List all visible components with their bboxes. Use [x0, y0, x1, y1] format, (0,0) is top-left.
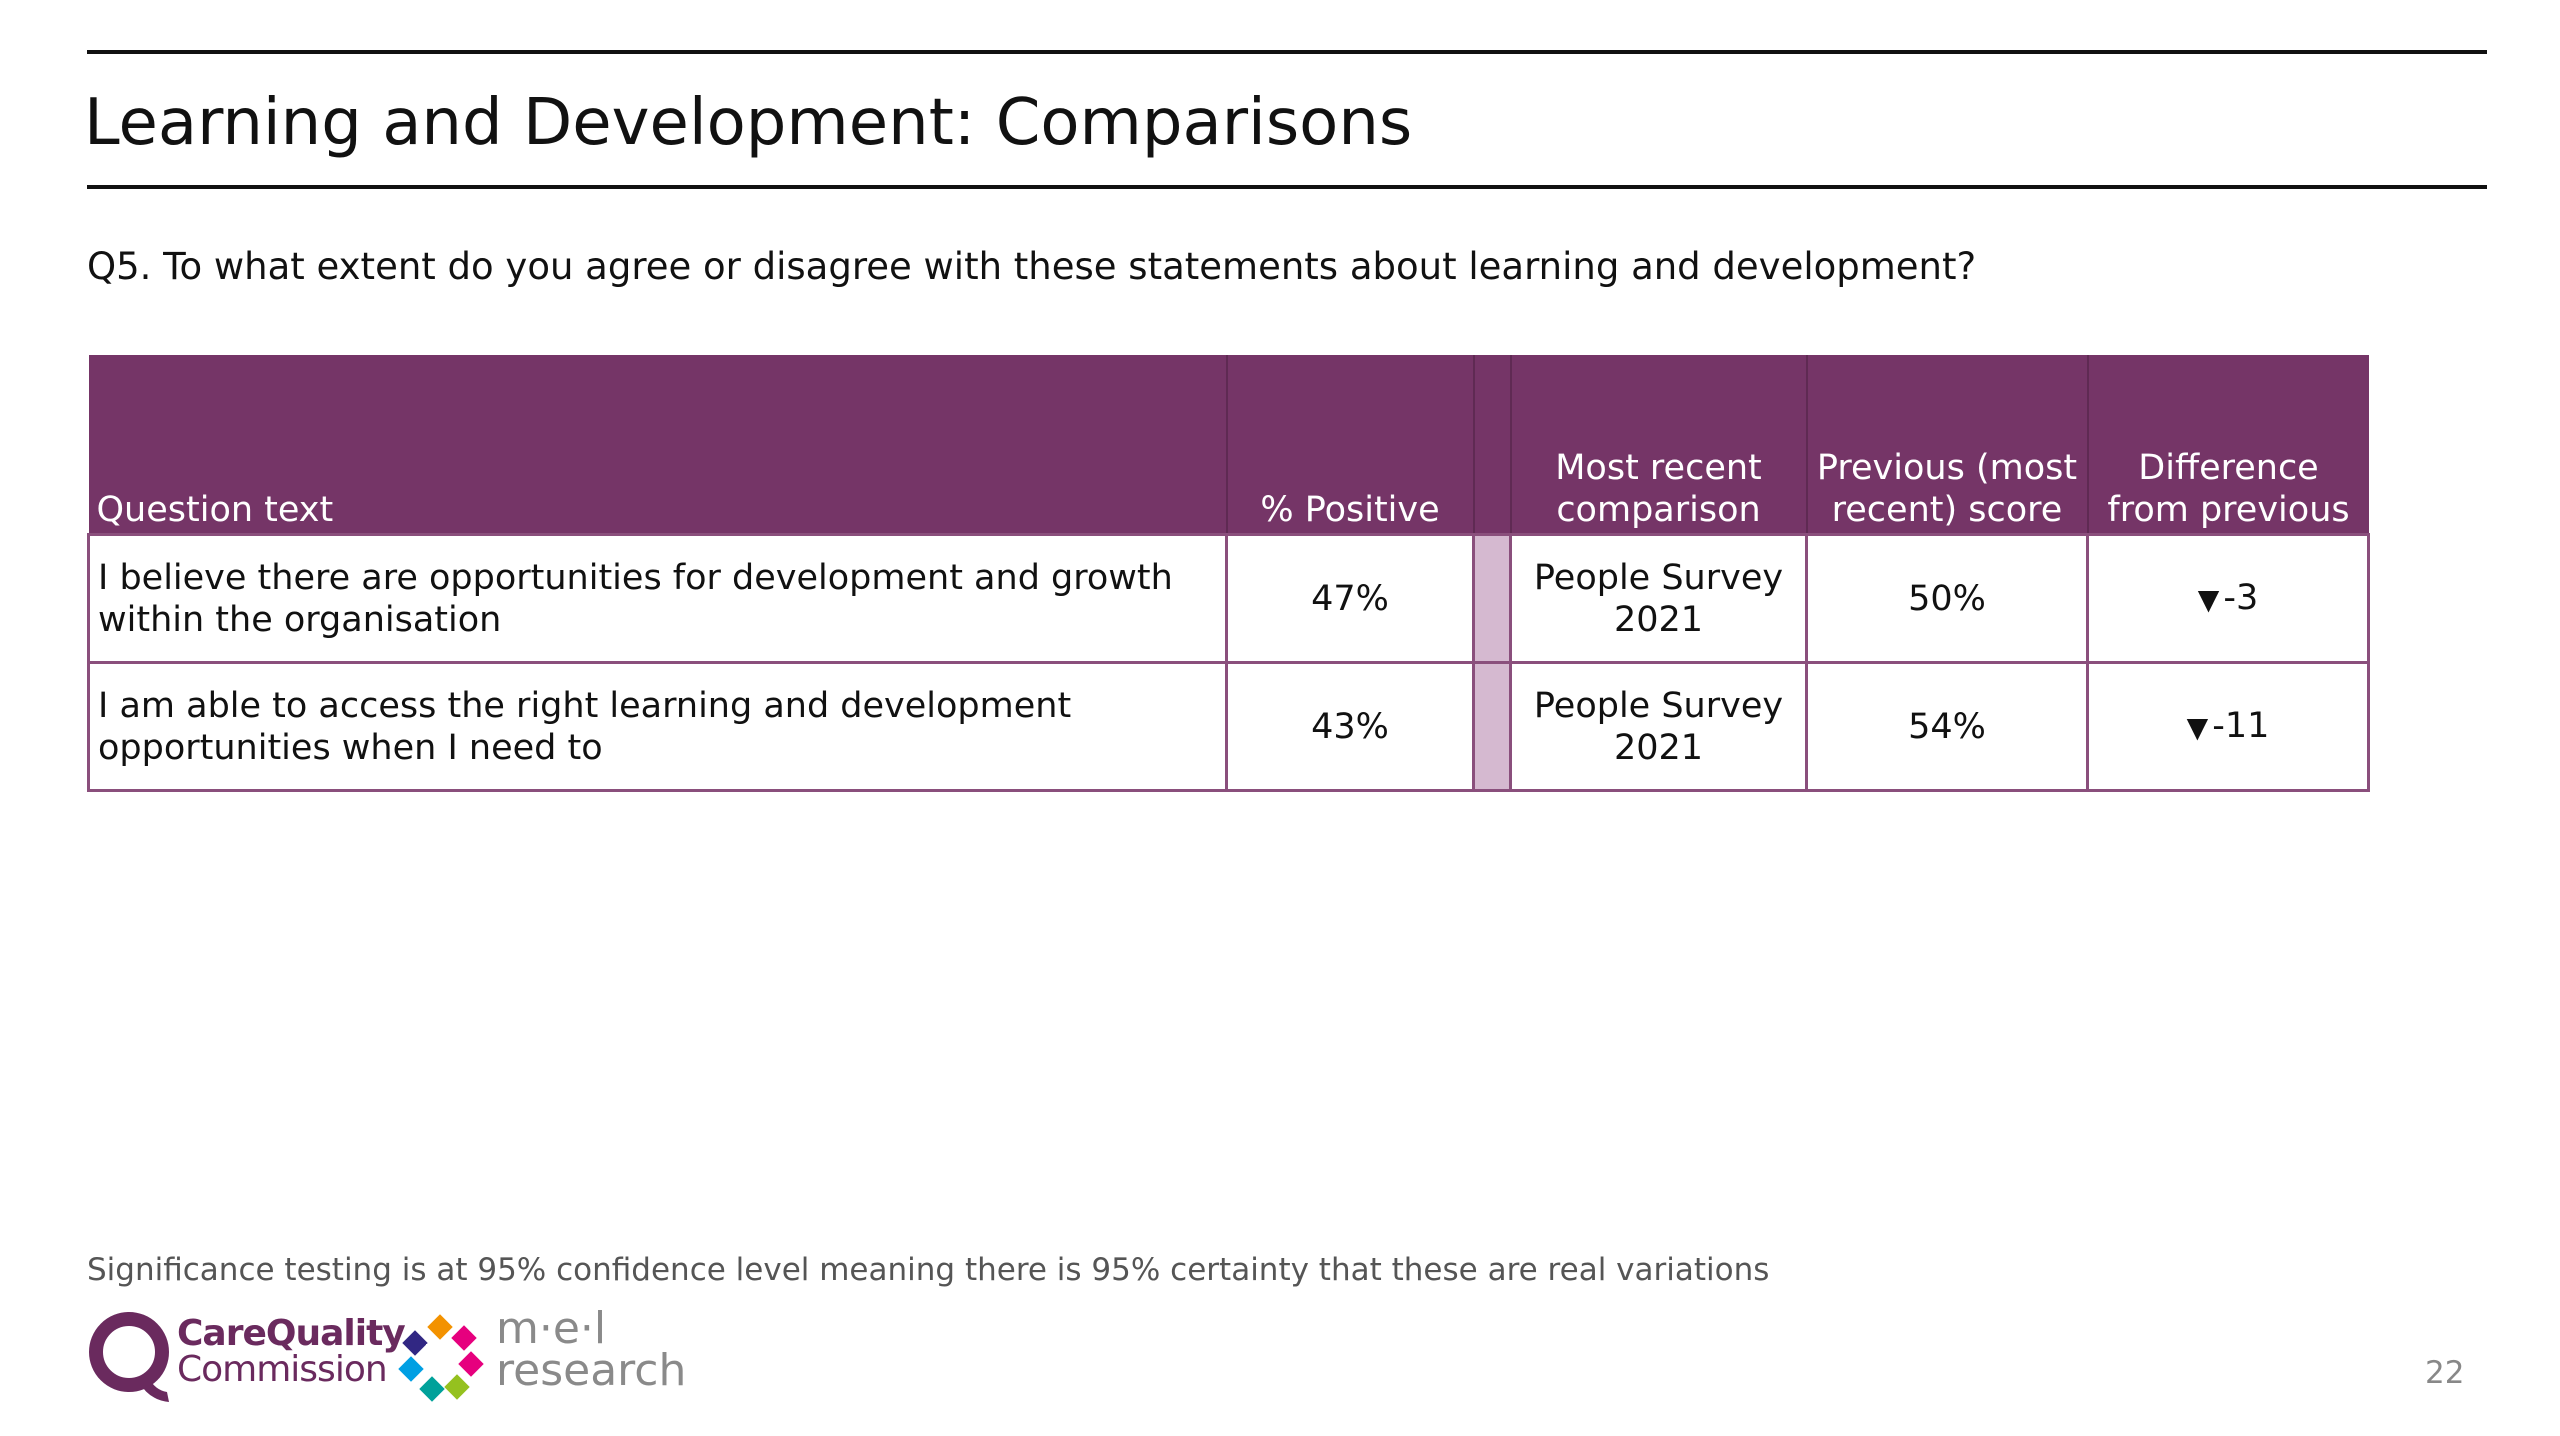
question-text: Q5. To what extent do you agree or disag… [87, 245, 1977, 288]
care-quality-commission-logo: CareQuality Commission [87, 1308, 406, 1408]
cqc-wordmark: CareQuality Commission [177, 1313, 406, 1390]
title-rule [87, 185, 2487, 189]
mel-line2: research [496, 1345, 687, 1396]
row-question: I believe there are opportunities for de… [87, 533, 1228, 664]
top-rule [87, 50, 2487, 54]
cqc-line1: CareQuality [177, 1313, 406, 1354]
table-row: I believe there are opportunities for de… [87, 533, 2370, 664]
row-difference-cell: ▼ -3 [2086, 533, 2370, 664]
cqc-line2: Commission [177, 1349, 388, 1390]
row-positive: 47% [1225, 533, 1475, 664]
row-indicator-bar [1472, 661, 1512, 792]
header-spacer [1473, 355, 1512, 535]
significance-note: Significance testing is at 95% confidenc… [87, 1252, 1770, 1288]
row-previous: 50% [1805, 533, 2089, 664]
row-indicator-bar [1472, 533, 1512, 664]
header-most-recent-comparison: Most recent comparison [1510, 355, 1808, 535]
header-difference: Difference from previous [2087, 355, 2369, 535]
row-comparison: People Survey 2021 [1509, 533, 1808, 664]
row-difference-cell: ▼ -11 [2086, 661, 2370, 792]
mel-flower-icon [398, 1314, 484, 1402]
mel-wordmark: m·e·l research [496, 1303, 687, 1396]
page-number: 22 [2425, 1355, 2465, 1391]
header-positive: % Positive [1226, 355, 1475, 535]
down-arrow-icon: ▼ [2197, 582, 2220, 616]
table-header-row: Question text % Positive Most recent com… [88, 355, 2369, 535]
cqc-q-icon [89, 1312, 169, 1402]
mel-research-logo: m·e·l research [394, 1303, 694, 1408]
down-arrow-icon: ▼ [2186, 710, 2209, 744]
header-question-text: Question text [88, 355, 1228, 535]
row-difference: -11 [2212, 705, 2270, 746]
header-previous-score: Previous (most recent) score [1806, 355, 2089, 535]
table-row: I am able to access the right learning a… [87, 661, 2370, 792]
page-title: Learning and Development: Comparisons [84, 86, 1413, 160]
row-difference: -3 [2223, 577, 2259, 618]
row-comparison: People Survey 2021 [1509, 661, 1808, 792]
row-question: I am able to access the right learning a… [87, 661, 1228, 792]
row-positive: 43% [1225, 661, 1475, 792]
row-previous: 54% [1805, 661, 2089, 792]
comparison-table: Question text % Positive Most recent com… [87, 355, 2370, 792]
mel-line1: m·e·l [496, 1303, 607, 1354]
